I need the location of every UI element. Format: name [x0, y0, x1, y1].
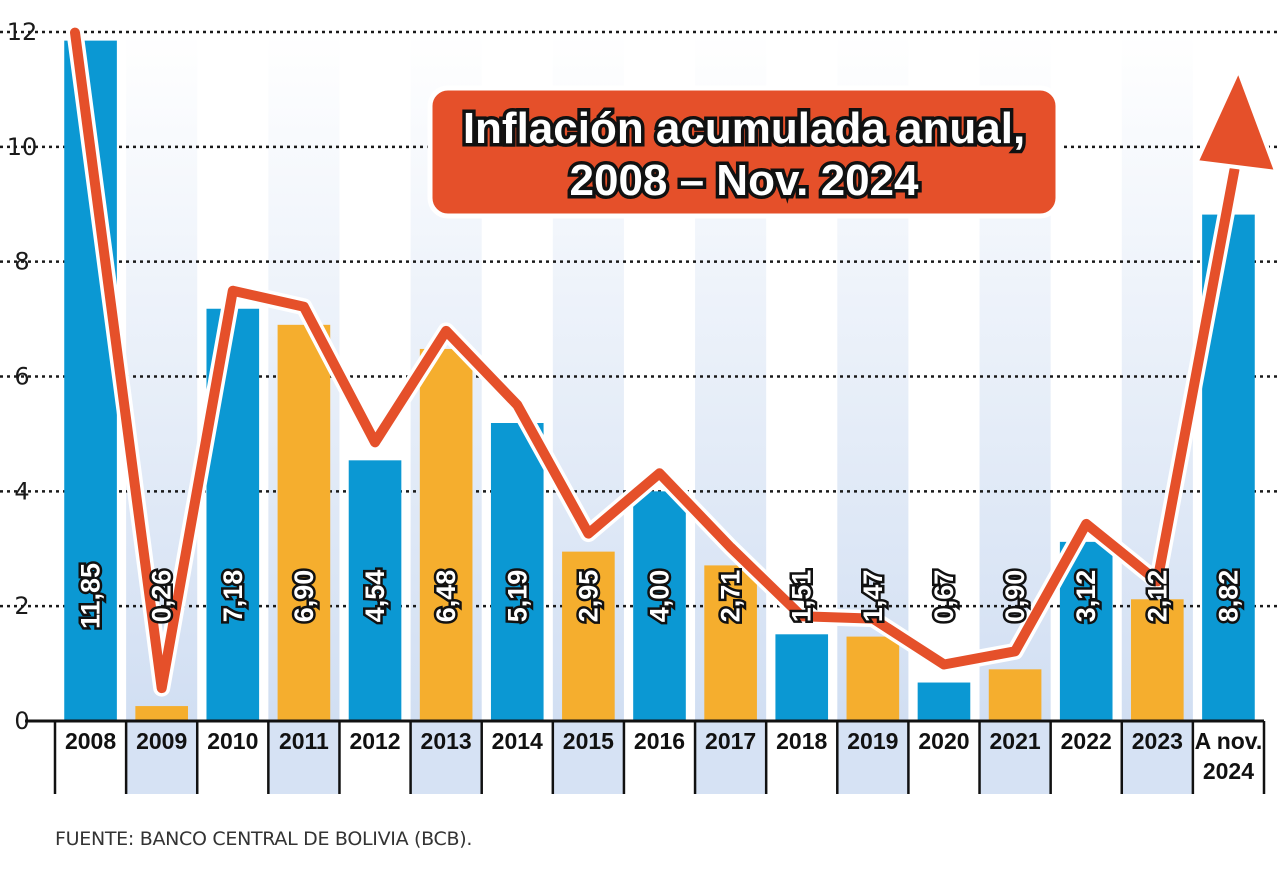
label-cell-shade [837, 721, 909, 794]
x-tick-label: 2018 [776, 728, 827, 754]
y-tick-label: 0 [14, 707, 29, 735]
label-cell-shade [1121, 721, 1193, 794]
x-tick-label: 2020 [918, 728, 969, 754]
source-note: FUENTE: BANCO CENTRAL DE BOLIVIA (BCB). [55, 828, 473, 850]
bar [1131, 599, 1184, 721]
bar [277, 324, 331, 721]
x-tick-label: 2019 [847, 728, 898, 754]
bar [846, 636, 900, 721]
data-label: 6,48 [431, 570, 461, 623]
x-tick-label: 2024 [1203, 758, 1254, 784]
x-tick-label: 2017 [705, 728, 756, 754]
y-tick-label: 4 [14, 477, 29, 505]
data-label: 0,67 [929, 570, 959, 623]
bar [348, 460, 402, 721]
label-cell-shade [410, 721, 482, 794]
data-label: 3,12 [1071, 570, 1101, 623]
data-label: 1,51 [787, 570, 817, 623]
chart-title: 2008 – Nov. 2024 [570, 156, 920, 205]
data-label: 2,12 [1142, 570, 1172, 623]
y-tick-label: 6 [14, 363, 29, 391]
x-tick-label: 2021 [990, 728, 1041, 754]
x-tick-label: 2011 [279, 728, 329, 754]
x-tick-label: 2010 [207, 728, 258, 754]
data-label: 5,19 [502, 570, 532, 623]
y-tick-label: 2 [14, 592, 29, 620]
data-label: 7,18 [218, 570, 248, 623]
data-label: 2,95 [573, 570, 603, 623]
label-cell-shade [268, 721, 340, 794]
bar [988, 669, 1042, 721]
x-tick-label: 2012 [349, 728, 400, 754]
data-label: 0,90 [1000, 570, 1030, 623]
x-tick-label: 2022 [1061, 728, 1112, 754]
x-tick-label: A nov. [1195, 728, 1263, 754]
y-tick-label: 12 [7, 18, 38, 46]
label-cell-shade [695, 721, 767, 794]
data-label: 1,47 [858, 570, 888, 623]
bar [633, 491, 686, 721]
x-tick-label: 2015 [563, 728, 614, 754]
bar [135, 706, 188, 721]
chart-title-box [427, 85, 1061, 219]
x-tick-label: 2008 [65, 728, 116, 754]
x-tick-label: 2009 [136, 728, 187, 754]
x-tick-label: 2016 [634, 728, 685, 754]
bar [775, 634, 829, 721]
data-label: 2,71 [716, 570, 746, 623]
bar [562, 551, 615, 721]
label-cell-shade [126, 721, 198, 794]
label-cell-shade [979, 721, 1051, 794]
data-label: 8,82 [1213, 570, 1243, 623]
x-tick-label: 2014 [492, 728, 543, 754]
data-label: 6,90 [289, 570, 319, 623]
label-cell-shade [552, 721, 624, 794]
chart-title: Inflación acumulada anual, [463, 104, 1025, 153]
data-label: 0,26 [147, 570, 177, 623]
trend-arrow-head [1194, 68, 1279, 174]
data-label: 11,85 [76, 563, 106, 629]
bar [704, 565, 757, 721]
bar [419, 348, 473, 721]
x-tick-label: 2023 [1132, 728, 1183, 754]
bar [917, 682, 971, 721]
data-label: 4,54 [360, 570, 390, 623]
y-tick-label: 10 [7, 133, 38, 161]
x-tick-label: 2013 [421, 728, 472, 754]
data-label: 4,00 [645, 570, 675, 623]
trend-line [70, 27, 1240, 694]
y-tick-label: 8 [14, 248, 29, 276]
bar [490, 423, 544, 721]
